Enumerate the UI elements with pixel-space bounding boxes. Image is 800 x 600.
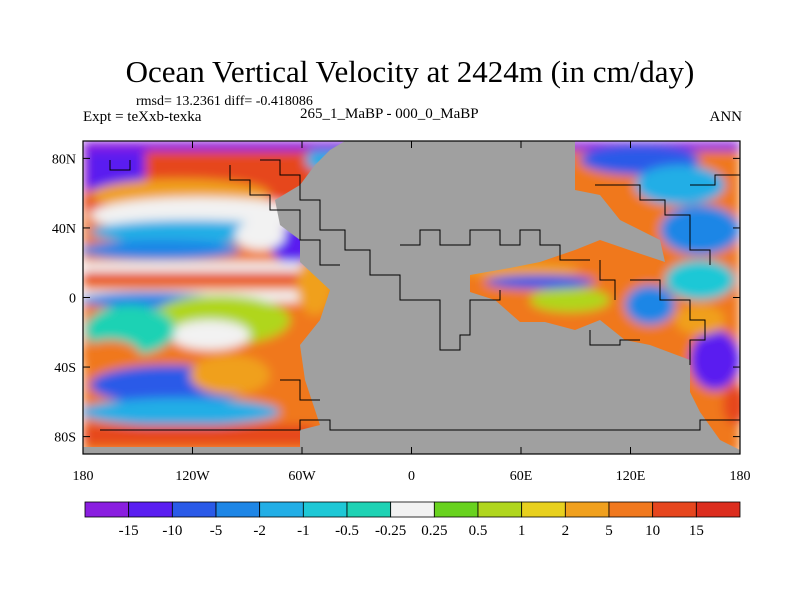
colorbar-swatch	[215, 501, 261, 518]
comparison-subtitle: 265_1_MaBP - 000_0_MaBP	[300, 106, 479, 122]
colorbar-swatch	[564, 501, 610, 518]
lat-tick-label: 40S	[54, 361, 76, 376]
colorbar-label: 1	[518, 523, 526, 539]
map-title: Ocean Vertical Velocity at 2424m (in cm/…	[125, 54, 695, 89]
lon-tick-label: 120E	[616, 469, 646, 484]
colorbar-swatch	[84, 501, 130, 518]
lon-tick-label: 0	[408, 469, 415, 484]
colorbar-label: 0.25	[421, 523, 447, 539]
colorbar-swatch	[695, 501, 741, 518]
colorbar-label: 5	[605, 523, 613, 539]
colorbar-label: -0.25	[375, 523, 406, 539]
lon-tick-label: 60E	[510, 469, 533, 484]
axis-ticks: 180 120W 60W 0 60E 120E 180 80N 40N 0 40S 80S	[52, 141, 751, 484]
lat-tick-label: 80N	[52, 152, 76, 167]
colorbar-swatch	[302, 501, 348, 518]
lon-tick-label: 180	[73, 469, 94, 484]
colorbar: -15 -10 -5 -2 -1 -0.5 -0.25 0.25 0.5 1 2 5 10 15	[84, 501, 741, 539]
colorbar-swatch	[128, 501, 173, 518]
lat-tick-label: 0	[69, 292, 76, 307]
colorbar-swatch	[608, 501, 654, 518]
colorbar-swatch	[259, 501, 304, 518]
lat-tick-label: 40N	[52, 222, 76, 237]
colorbar-swatch	[346, 501, 392, 518]
colorbar-label: -15	[119, 523, 139, 539]
rmsd-diff-stats: rmsd= 13.2361 diff= -0.418086	[136, 94, 313, 109]
colorbar-label: -0.5	[335, 523, 359, 539]
colorbar-label: -10	[162, 523, 182, 539]
colorbar-label: -5	[210, 523, 223, 539]
colorbar-label: 10	[645, 523, 660, 539]
colorbar-swatch	[477, 501, 523, 518]
colorbar-label: 15	[689, 523, 704, 539]
colorbar-swatch	[433, 501, 479, 518]
velocity-field	[83, 141, 740, 454]
lon-tick-label: 120W	[175, 469, 210, 484]
colorbar-swatch	[521, 501, 566, 518]
lon-tick-label: 180	[730, 469, 751, 484]
colorbar-swatch	[390, 501, 435, 518]
colorbar-swatch	[171, 501, 217, 518]
colorbar-label: -2	[253, 523, 266, 539]
colorbar-label: 0.5	[469, 523, 488, 539]
colorbar-label: 2	[562, 523, 570, 539]
coastlines	[100, 159, 740, 431]
lat-tick-label: 80S	[54, 431, 76, 446]
season-label: ANN	[709, 109, 743, 125]
land-mass	[83, 141, 740, 454]
colorbar-label: -1	[297, 523, 310, 539]
experiment-label: Expt = teXxb-texka	[83, 109, 202, 125]
colorbar-swatch	[652, 501, 697, 518]
lon-tick-label: 60W	[288, 469, 316, 484]
